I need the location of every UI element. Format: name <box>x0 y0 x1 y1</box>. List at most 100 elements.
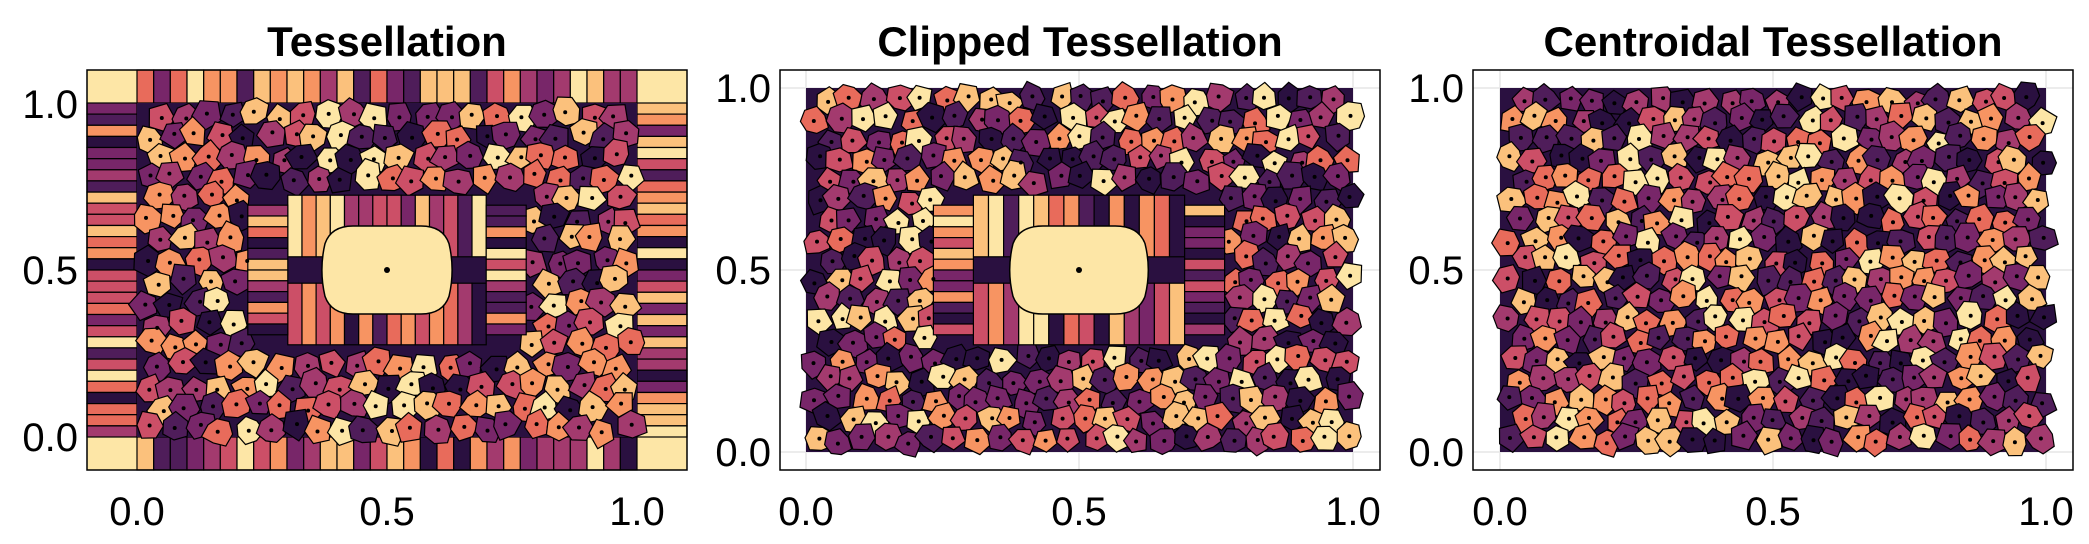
x-tick-label: 0.5 <box>1051 490 1107 534</box>
generator-point <box>1821 215 1826 220</box>
generator-point <box>1944 278 1948 283</box>
generator-point <box>588 320 592 325</box>
generator-point <box>1817 141 1822 146</box>
generator-point <box>1800 415 1805 420</box>
generator-point <box>1969 119 1973 124</box>
generator-point <box>1955 176 1960 181</box>
voronoi-cell <box>1046 121 1075 151</box>
generator-point <box>2013 195 2018 200</box>
voronoi-cell <box>932 269 975 282</box>
generator-point <box>1566 377 1571 382</box>
generator-point <box>900 140 904 145</box>
voronoi-cell <box>247 301 289 314</box>
generator-point <box>482 175 487 180</box>
generator-point <box>1633 420 1638 425</box>
generator-point <box>563 110 568 115</box>
voronoi-cell <box>86 258 138 271</box>
generator-point <box>425 401 430 406</box>
voronoi-cell <box>636 325 688 338</box>
voronoi-cell <box>1691 125 1720 151</box>
generator-point <box>1977 338 1982 343</box>
generator-point <box>1347 195 1352 199</box>
generator-point <box>1747 300 1752 305</box>
generator-point <box>1348 113 1353 118</box>
generator-point <box>1531 435 1536 440</box>
generator-point <box>577 425 581 430</box>
generator-point <box>409 179 414 184</box>
generator-point <box>1533 278 1537 283</box>
generator-point <box>396 155 401 160</box>
generator-point <box>1651 117 1656 121</box>
generator-point <box>1982 258 1987 263</box>
generator-point <box>851 179 856 184</box>
y-tick-label: 0.5 <box>715 249 771 293</box>
generator-point <box>1345 158 1350 163</box>
voronoi-cell <box>169 69 188 104</box>
generator-point <box>1649 157 1654 162</box>
generator-point <box>1182 115 1187 120</box>
generator-point <box>1742 359 1746 364</box>
generator-point <box>1922 279 1927 284</box>
generator-point <box>1244 96 1249 100</box>
voronoi-cell <box>503 69 522 104</box>
voronoi-cell <box>485 280 527 293</box>
generator-point <box>1635 294 1640 299</box>
voronoi-cell <box>485 291 527 304</box>
generator-point <box>858 315 863 320</box>
generator-point <box>1690 437 1695 442</box>
generator-point <box>1568 96 1573 101</box>
generator-point <box>277 117 282 122</box>
generator-point <box>326 111 331 116</box>
generator-point <box>1601 355 1606 360</box>
generator-point <box>546 362 551 367</box>
generator-point <box>1695 240 1700 245</box>
voronoi-cell <box>1952 183 1981 208</box>
generator-point <box>251 360 256 365</box>
corner-cell <box>86 69 138 104</box>
generator-point <box>580 341 585 346</box>
generator-point <box>1102 377 1107 382</box>
generator-point <box>1553 119 1558 123</box>
generator-point <box>1575 194 1579 199</box>
generator-point <box>254 158 259 163</box>
x-axis: 0.0 0.5 1.0 <box>1472 490 2074 534</box>
generator-point <box>2002 260 2007 265</box>
generator-point <box>1173 379 1178 384</box>
generator-point <box>181 360 185 365</box>
generator-point <box>1915 101 1920 106</box>
generator-point <box>1535 195 1540 200</box>
generator-point <box>1624 234 1629 239</box>
generator-point <box>495 114 499 119</box>
generator-point <box>1151 421 1155 426</box>
generator-point <box>838 237 843 241</box>
generator-point <box>2040 121 2045 126</box>
generator-point <box>592 360 596 365</box>
generator-point <box>1724 420 1729 425</box>
generator-point <box>852 254 857 258</box>
generator-point <box>1730 101 1735 106</box>
voronoi-cell <box>86 269 138 282</box>
generator-point <box>1993 280 1998 285</box>
generator-point <box>915 178 920 183</box>
generator-point <box>468 153 473 158</box>
generator-point <box>1100 99 1105 104</box>
generator-point <box>1557 319 1562 324</box>
voronoi-cell <box>636 124 688 138</box>
generator-point <box>1065 436 1070 441</box>
generator-point <box>1034 140 1039 144</box>
generator-point <box>1890 178 1895 183</box>
generator-point <box>582 383 587 388</box>
generator-point <box>1532 113 1537 118</box>
generator-point <box>1717 274 1722 279</box>
voronoi-cell <box>86 336 138 349</box>
generator-point <box>144 215 148 220</box>
generator-point <box>1555 357 1560 362</box>
generator-point <box>928 197 933 202</box>
voronoi-cell <box>1183 237 1226 250</box>
generator-point <box>1306 261 1310 266</box>
generator-point <box>1857 319 1862 324</box>
voronoi-cell <box>636 202 688 215</box>
voronoi-cell <box>636 403 688 416</box>
x-tick-label: 0.0 <box>109 490 165 534</box>
generator-point <box>1011 136 1016 141</box>
